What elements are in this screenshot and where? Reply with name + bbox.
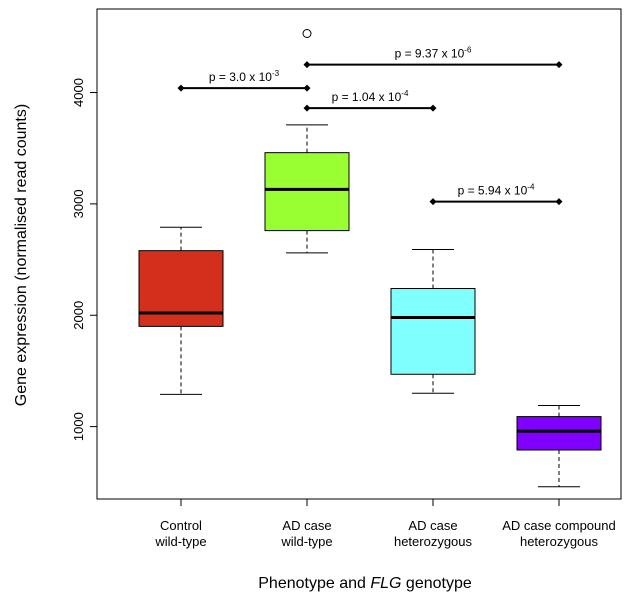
p-value-end-1-1: [555, 61, 563, 69]
p-value-end-0-0: [177, 84, 185, 92]
box-0-iqr: [138, 250, 224, 327]
x-tick-label-2-line1: AD case: [408, 518, 457, 533]
p-value-label-0: p = 3.0 x 10-3: [209, 69, 280, 84]
y-tick-label-4000: 4000: [71, 78, 86, 107]
x-axis-title-part-0: Phenotype and: [258, 575, 370, 592]
p-value-base-3: p = 5.94 x 10: [458, 184, 528, 198]
p-value-end-2-1: [429, 104, 437, 112]
p-value-annotation-1: p = 9.37 x 10-6: [303, 46, 563, 69]
annotations-layer: p = 3.0 x 10-3 p = 9.37 x 10-6 p = 1.04 x …: [177, 46, 563, 206]
box-0: [138, 226, 224, 395]
box-3-iqr: [516, 416, 602, 451]
y-tick-label-1000: 1000: [71, 412, 86, 441]
y-axis-title: Gene expression (normalised read counts): [13, 104, 30, 406]
p-value-annotation-3: p = 5.94 x 10-4: [429, 183, 563, 206]
p-value-base-2: p = 1.04 x 10: [332, 90, 402, 104]
y-axis: 1000 2000 3000 4000: [71, 78, 98, 441]
p-value-label-2: p = 1.04 x 10-4: [332, 89, 409, 104]
x-tick-label-1-line1: AD case: [282, 518, 331, 533]
x-axis-title-part-1: FLG: [370, 575, 401, 592]
p-value-annotation-0: p = 3.0 x 10-3: [177, 69, 311, 92]
p-value-exponent-2: -4: [401, 89, 409, 98]
p-value-label-3: p = 5.94 x 10-4: [458, 183, 535, 198]
box-2: [390, 249, 476, 394]
p-value-end-2-0: [303, 104, 311, 112]
x-tick-label-3-line2: heterozygous: [520, 534, 599, 549]
box-3: [516, 404, 602, 488]
x-axis-title: Phenotype and FLG genotype: [258, 575, 472, 592]
box-1-outlier-0: [302, 29, 312, 38]
box-2-iqr: [390, 288, 476, 375]
x-tick-label-2-line2: heterozygous: [394, 534, 473, 549]
box-1: [264, 29, 350, 254]
x-tick-label-3-line1: AD case compound: [502, 518, 615, 533]
p-value-annotation-2: p = 1.04 x 10-4: [303, 89, 437, 112]
p-value-exponent-0: -3: [272, 69, 280, 78]
y-tick-label-3000: 3000: [71, 189, 86, 218]
p-value-label-1: p = 9.37 x 10-6: [395, 46, 472, 61]
p-value-base-0: p = 3.0 x 10: [209, 70, 272, 84]
x-tick-label-0-line2: wild-type: [154, 534, 206, 549]
p-value-base-1: p = 9.37 x 10: [395, 47, 465, 61]
p-value-exponent-1: -6: [464, 46, 472, 55]
p-value-end-1-0: [303, 61, 311, 69]
x-tick-label-1-line2: wild-type: [280, 534, 332, 549]
boxes-layer: [138, 29, 602, 488]
box-1-iqr: [264, 152, 350, 232]
p-value-exponent-3: -4: [527, 183, 535, 192]
y-tick-label-2000: 2000: [71, 301, 86, 330]
p-value-end-0-1: [303, 84, 311, 92]
x-axis-title-part-2: genotype: [401, 575, 471, 592]
x-tick-label-0-line1: Control: [160, 518, 202, 533]
p-value-end-3-0: [429, 198, 437, 206]
p-value-end-3-1: [555, 198, 563, 206]
